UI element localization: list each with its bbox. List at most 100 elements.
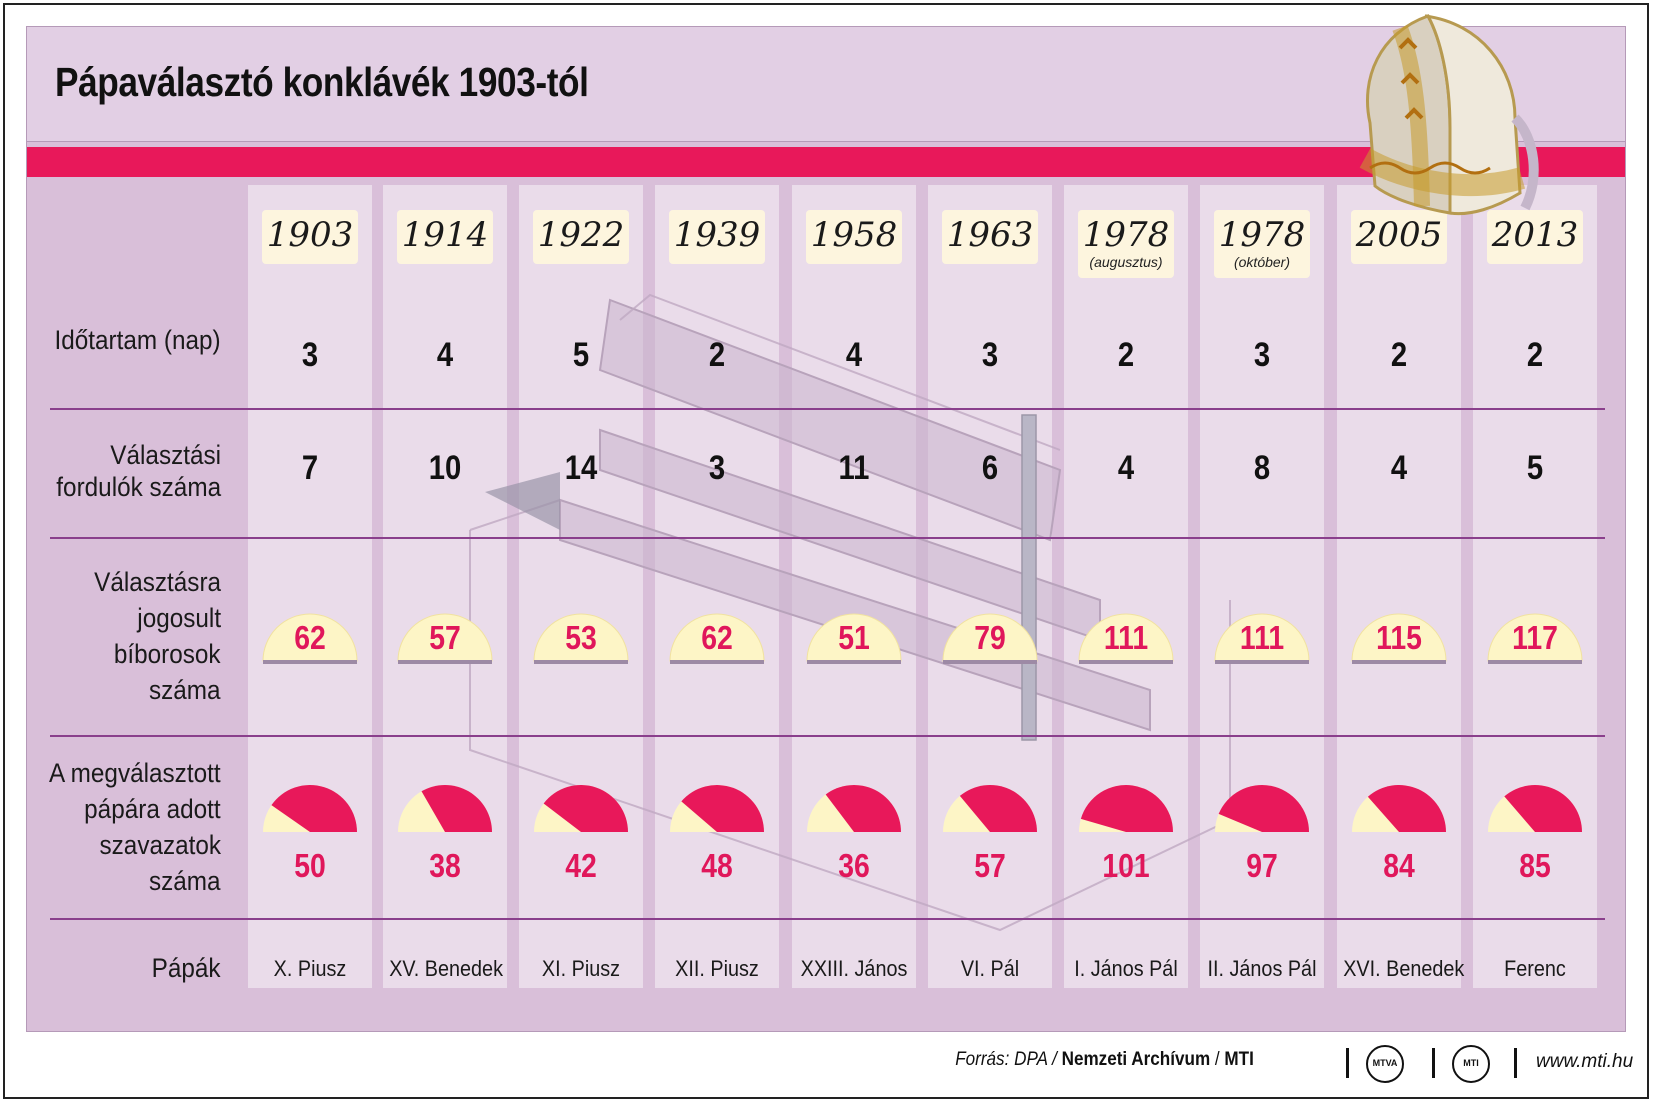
year-value: 1903 [266,215,354,255]
votes-value: 48 [701,847,733,884]
rounds-value: 4 [1117,449,1135,487]
votes-gauge-fill [1367,785,1446,832]
row-label-rounds: Választási [110,440,221,470]
pope-name: XVI. Benedek [1343,956,1465,981]
votes-value: 101 [1102,847,1150,884]
votes-gauge-fill [421,785,492,832]
year-value: 1922 [537,215,625,255]
footer: Forrás: DPA / Nemzeti Archívum / MTI MTV… [0,1045,1654,1085]
year-label: 2005 [1351,210,1447,264]
row-label-electors: Választásra [94,567,221,597]
duration-value: 3 [1253,336,1271,374]
source-mti: MTI [1224,1049,1254,1070]
row-divider [50,918,1605,920]
electors-dome [262,613,358,664]
year-value: 1939 [673,215,761,255]
pope-name: XII. Piusz [675,956,759,981]
electors-dome-base [1079,660,1173,664]
page-title: Pápaválasztó konklávék 1903-tól [55,59,589,105]
footer-separator [1346,1048,1349,1078]
electors-value: 117 [1512,619,1558,656]
electors-value: 111 [1103,619,1149,656]
column-background [1473,185,1597,988]
electors-dome-base [1352,660,1446,664]
votes-value: 42 [565,847,597,884]
electors-dome [806,613,902,664]
electors-value: 62 [701,619,733,656]
source-archive: Nemzeti Archívum [1061,1049,1211,1070]
rounds-value: 8 [1253,449,1271,487]
year-value: 1958 [810,215,898,255]
votes-value: 84 [1383,847,1415,884]
votes-gauge-fill [681,785,764,832]
pope-name: XXIII. János [800,956,908,981]
pope-name: XI. Piusz [541,956,621,981]
row-divider [50,537,1605,539]
year-value: 1963 [946,215,1034,255]
electors-dome-shape [397,613,493,662]
votes-gauge [807,784,901,832]
year-label: 2013 [1487,210,1583,264]
electors-dome [533,613,629,664]
electors-dome-shape [1351,613,1447,662]
electors-dome-base [943,660,1037,664]
electors-dome-base [1215,660,1309,664]
electors-dome-shape [1078,613,1174,662]
votes-value: 38 [429,847,461,884]
electors-dome-shape [1487,613,1583,662]
column-background [1200,185,1324,988]
rounds-value: 10 [428,449,462,487]
rounds-value: 7 [301,449,319,487]
year-label: 1978 (augusztus) [1078,210,1174,278]
year-value: 1978 [1218,215,1306,255]
electors-dome [397,613,493,664]
votes-gauge [534,784,628,832]
electors-dome-shape [942,613,1038,662]
year-note: (augusztus) [1089,254,1163,270]
footer-separator [1432,1048,1435,1078]
electors-value: 57 [429,619,461,656]
duration-value: 2 [1390,336,1408,374]
votes-gauge-fill [1504,784,1582,832]
column-background [1064,185,1188,988]
electors-value: 51 [838,619,870,656]
pope-name: VI. Pál [960,956,1020,981]
row-label-votes: száma [149,866,221,896]
year-label: 1922 [533,210,629,264]
duration-value: 5 [572,336,590,374]
pope-name: II. János Pál [1207,956,1317,981]
votes-gauge [398,785,492,832]
electors-value: 79 [974,619,1006,656]
electors-value: 62 [294,619,326,656]
source-credit: Forrás: DPA / Nemzeti Archívum / MTI [955,1049,1254,1071]
column-background [383,185,507,988]
rounds-value: 6 [981,449,999,487]
title-bar: Pápaválasztó konklávék 1903-tól [27,27,1625,142]
year-label: 1963 [942,210,1038,264]
duration-value: 2 [1526,336,1544,374]
duration-value: 3 [981,336,999,374]
electors-dome [1487,613,1583,664]
accent-bar [27,147,1625,177]
votes-value: 50 [294,847,326,884]
votes-gauge [943,785,1037,832]
electors-dome-shape [533,613,629,662]
row-label-votes: pápára adott [84,794,221,824]
row-label-popes: Pápák [152,953,221,983]
electors-dome-shape [262,613,358,662]
votes-gauge-fill [1218,784,1309,832]
year-label: 1978 (október) [1214,210,1310,278]
electors-value: 53 [565,619,597,656]
electors-dome-shape [1214,613,1310,662]
source-separator: / [1215,1049,1220,1070]
column-background [248,185,372,988]
column-background [1337,185,1461,988]
website-url: www.mti.hu [1536,1051,1634,1072]
year-note: (október) [1233,254,1291,270]
mti-logo-icon: MTI [1452,1045,1490,1083]
mtva-logo-icon: MTVA [1366,1045,1404,1083]
electors-dome [1351,613,1447,664]
votes-gauge-fill [271,784,357,832]
votes-value: 85 [1519,847,1551,884]
rounds-value: 11 [838,449,870,487]
